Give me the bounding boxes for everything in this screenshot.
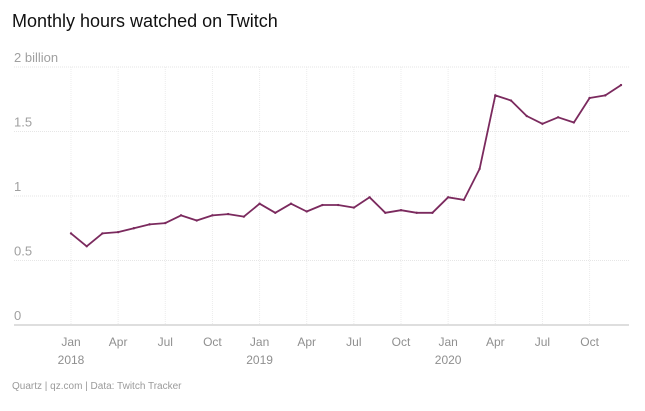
y-tick-label: 0.5 [14,244,32,259]
data-point [242,215,246,218]
y-tick-label: 0 [14,308,21,323]
data-point [415,211,418,214]
data-point [226,212,230,216]
data-point [572,121,576,124]
data-point [478,167,481,171]
data-point [541,122,544,125]
x-year-label: 2018 [58,353,85,367]
x-tick-label: Oct [392,335,411,349]
x-axis-ticks: Jan 2018 Apr Jul Oct Jan 2019 Apr Jul Oct Jan 2020 A… [58,335,600,367]
y-tick-label: 2 billion [14,50,58,65]
data-point [588,96,591,100]
x-tick-label: Jan [438,335,457,349]
data-point [258,202,261,205]
x-tick-label: Jan [250,335,269,349]
data-point [525,114,528,118]
data-point [211,214,214,217]
data-point [446,196,450,199]
y-tick-label: 1.5 [14,115,32,130]
x-year-label: 2020 [435,353,462,367]
x-tick-label: Apr [297,335,316,349]
x-year-label: 2019 [246,353,273,367]
data-point [462,198,466,202]
chart-source: Quartz | qz.com | Data: Twitch Tracker [12,381,182,392]
x-tick-label: Apr [109,335,128,349]
data-point [148,223,151,226]
data-point [399,208,403,212]
data-point [431,211,434,214]
data-point [321,203,324,207]
data-point [384,211,387,214]
data-point [619,83,623,87]
y-tick-label: 1 [14,179,21,194]
x-tick-label: Jul [158,335,173,349]
x-tick-label: Oct [580,335,599,349]
x-tick-label: Oct [203,335,222,349]
data-point [494,94,497,97]
x-tick-label: Jul [535,335,550,349]
data-point [289,202,293,205]
data-point [336,203,340,207]
data-point [195,219,198,222]
data-point [368,196,371,199]
data-point [604,94,607,97]
data-point [556,116,560,119]
data-point [85,245,88,248]
data-point [101,232,104,235]
data-point [116,230,120,234]
series-group [69,83,623,248]
x-tick-label: Apr [486,335,505,349]
series-line [70,84,622,248]
x-tick-label: Jan [61,335,80,349]
data-point [274,211,277,214]
y-axis-ticks: 2 billion 1.5 1 0.5 0 [14,50,58,323]
data-point [305,210,308,213]
data-point [352,206,356,209]
data-point [164,221,167,225]
data-point [509,99,513,102]
x-tick-label: Jul [346,335,361,349]
data-point [132,227,136,230]
data-point [179,214,183,217]
chart-title: Monthly hours watched on Twitch [12,11,278,31]
data-point [69,232,73,235]
gridlines [14,66,629,326]
